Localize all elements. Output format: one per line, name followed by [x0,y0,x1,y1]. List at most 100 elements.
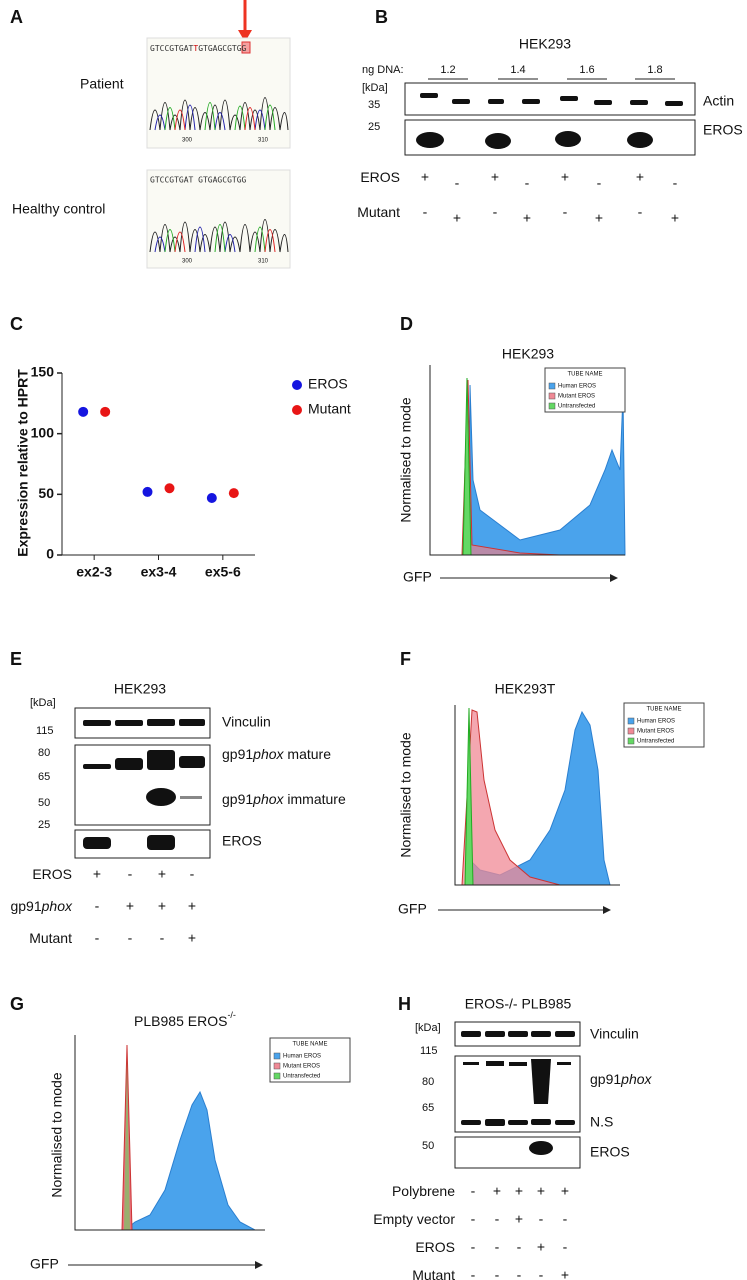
x-tick-label: ex5-6 [205,564,241,580]
mutation-highlight [241,41,251,54]
sign: + [515,1183,523,1199]
band-label: gp91phox mature [222,746,331,762]
legend-marker [292,380,302,390]
row-label-text: EROS [415,1239,455,1255]
sign: - [539,1267,544,1280]
patient-label: Patient [80,76,124,92]
row-label: Empty vector [373,1211,455,1227]
sign: + [126,898,134,914]
plot-title: PLB985 EROS-/- [134,1010,236,1028]
sign: - [95,898,100,914]
sign: + [561,169,569,185]
panel-h: H EROS-/- PLB985 [kDa] 115 80 65 50 Vinc… [373,994,652,1280]
bands [416,131,653,149]
sign: + [93,866,101,882]
panel-g: G PLB985 EROS-/- Normalised to mode GFP [10,994,265,1272]
legend-title: TUBE NAME [646,707,681,713]
axes [74,1035,265,1231]
x-axis-label: GFP [30,1256,59,1272]
mw: 35 [368,99,380,111]
dna-label: ng DNA: [362,64,404,76]
sign: - [160,930,165,946]
t: phox [252,746,284,762]
x-axis-label: GFP [398,901,427,917]
sign: - [597,175,602,191]
trace [154,104,266,131]
legend-text: Mutant EROS [283,1064,320,1070]
mw: 80 [38,747,50,759]
sequence: GTCCGTGAT GTGAGCGTGG [150,176,247,185]
point [78,406,89,417]
legend-text: EROS [308,376,348,392]
seq: GTCCGTGAT [150,44,194,53]
y-tick-label: 150 [31,364,55,380]
sign: - [471,1183,476,1199]
mw: 115 [36,725,54,737]
legend-title: TUBE NAME [567,372,602,378]
point [206,492,217,503]
kda: [kDa] [415,1022,441,1034]
sign: + [515,1211,523,1227]
legend-swatch [627,717,635,725]
y-axis-label: Normalised to mode [49,1072,65,1197]
t: phox [252,791,284,807]
sequence: GTCCGTGATTGTGAGCGTGG [150,44,247,53]
axes [429,365,625,556]
arrow-head [255,1261,263,1269]
arrow-head [603,906,611,914]
panel-label: H [398,994,411,1014]
row-label-italic: phox [41,898,73,914]
panel-label: D [400,314,413,334]
row-label: EROS [360,169,400,185]
legend-marker [292,405,302,415]
sign: - [638,204,643,220]
plot-title: HEK293T [495,681,556,697]
trace [174,229,276,253]
legend-text: Human EROS [558,384,596,390]
bands [83,719,205,726]
row-label: gp91phox [10,898,73,914]
sign: + [671,210,679,226]
sign: + [421,169,429,185]
row-label-text: Mutant [412,1267,455,1280]
band-label: EROS [222,833,262,849]
legend-text: Mutant [308,401,351,417]
panel-e: E HEK293 [kDa] 115 80 65 50 25 Vinculin … [10,649,346,946]
bands [83,835,175,850]
legend-text: Human EROS [283,1054,321,1060]
legend-swatch [627,737,635,745]
panel-label: E [10,649,22,669]
row-label-text: EROS [32,866,72,882]
sign: + [158,866,166,882]
t: -/- [227,1010,236,1020]
panel-d: D HEK293 Normalised to mode GFP [398,314,626,585]
blot-title: HEK293 [519,36,571,52]
band-label: Vinculin [590,1026,639,1042]
legend-text: Mutant EROS [558,394,595,400]
band [529,1141,553,1155]
row-label-text: Empty vector [373,1211,455,1227]
sign: - [495,1211,500,1227]
sign: - [525,175,530,191]
condition-rows: EROS + - + - + - + - Mutant - + - + - + - + [357,169,679,226]
mw: 65 [38,771,50,783]
y-tick-label: 50 [38,485,54,501]
blot-title: EROS-/- PLB985 [465,996,572,1012]
bands [461,1031,575,1037]
band-label: gp91phox immature [222,791,346,807]
legend-swatch [548,402,556,410]
sign: - [471,1267,476,1280]
panel-f: F HEK293T Normalised to mode GFP [398,649,620,917]
legend-swatch [273,1072,281,1080]
position: 310 [258,259,269,265]
point [228,488,239,499]
sign: - [128,866,133,882]
mw: 115 [420,1045,438,1057]
sign: + [188,930,196,946]
histogram [124,1060,130,1230]
y-axis-label: Normalised to mode [398,732,414,857]
row-label-text: Mutant [357,204,400,220]
x-tick-label: ex2-3 [76,564,112,580]
legend-title: TUBE NAME [292,1042,327,1048]
t: gp91 [222,746,253,762]
